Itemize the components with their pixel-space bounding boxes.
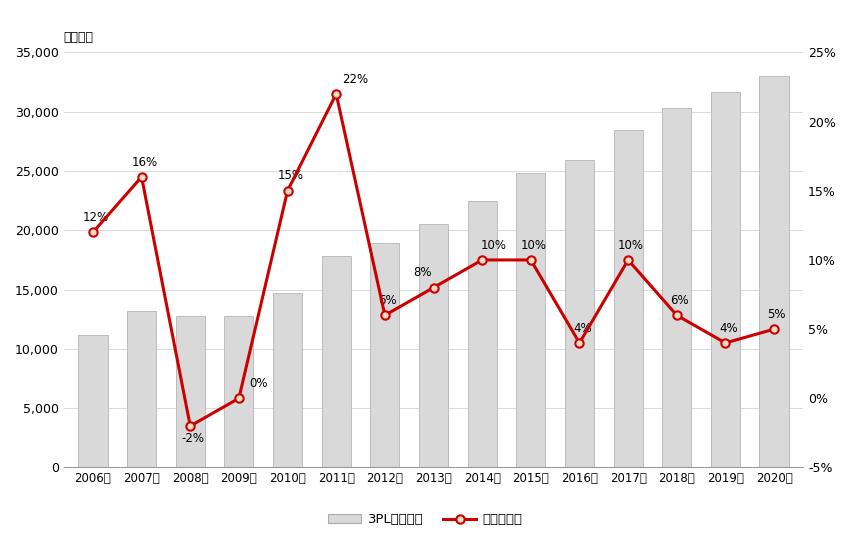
Text: 6%: 6% [671, 294, 688, 307]
Text: 10%: 10% [480, 239, 506, 252]
Text: 6%: 6% [379, 294, 397, 307]
Text: 16%: 16% [131, 155, 157, 168]
Text: 15%: 15% [277, 169, 303, 182]
Text: 12%: 12% [83, 211, 109, 224]
Bar [517, 173, 545, 468]
Text: 5%: 5% [768, 308, 786, 321]
Bar [78, 335, 107, 468]
Text: 4%: 4% [719, 322, 738, 335]
Bar [711, 91, 740, 468]
Text: 4%: 4% [573, 322, 591, 335]
Bar [127, 311, 157, 468]
Bar [322, 257, 351, 468]
Text: 10%: 10% [521, 239, 546, 252]
Legend: 3PL市場規模, 年間成長率: 3PL市場規模, 年間成長率 [323, 508, 528, 532]
Text: 10%: 10% [618, 239, 644, 252]
Bar [370, 243, 399, 468]
Bar [175, 316, 205, 468]
Bar [467, 201, 497, 468]
Text: 8%: 8% [413, 266, 431, 279]
Text: 22%: 22% [343, 73, 368, 86]
Bar [614, 130, 643, 468]
Bar [419, 224, 448, 468]
Bar [759, 76, 789, 468]
Text: （億円）: （億円） [64, 31, 94, 44]
Bar [225, 316, 254, 468]
Text: 0%: 0% [249, 377, 267, 390]
Bar [662, 108, 691, 468]
Bar [565, 160, 594, 468]
Bar [273, 293, 302, 468]
Text: -2%: -2% [181, 433, 204, 445]
